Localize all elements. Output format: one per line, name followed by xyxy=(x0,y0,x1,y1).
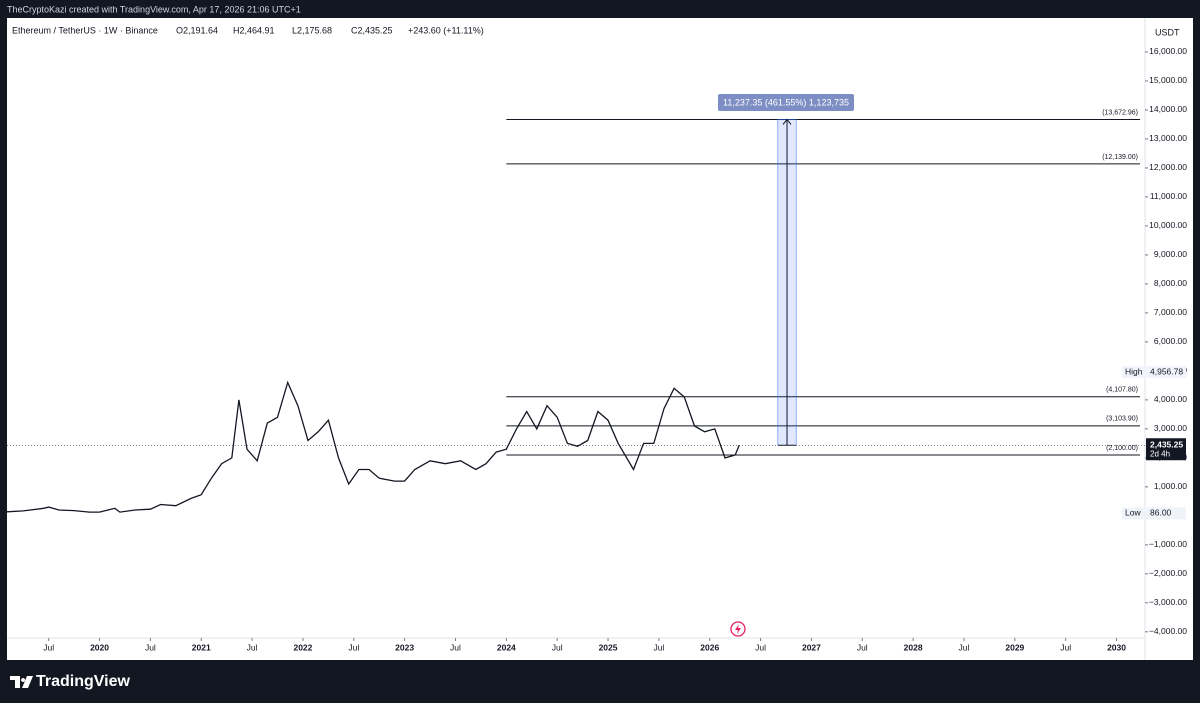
replay-bolt xyxy=(735,624,741,634)
x-tick-label: Jul xyxy=(348,642,359,652)
y-tick-label: 8,000.00 xyxy=(1154,278,1187,288)
x-tick-label: Jul xyxy=(43,642,54,652)
x-tick-label: 2024 xyxy=(497,642,516,652)
x-tick-label: Jul xyxy=(247,642,258,652)
x-tick-label: 2028 xyxy=(904,642,923,652)
chart-title: Ethereum / TetherUS · 1W · Binance xyxy=(12,25,158,35)
x-tick-label: Jul xyxy=(857,642,868,652)
y-tick-label: 9,000.00 xyxy=(1154,249,1187,259)
low-name: Low xyxy=(1125,508,1141,518)
x-tick-label: 2021 xyxy=(192,642,211,652)
credit: TheCryptoKazi created with TradingView.c… xyxy=(7,4,301,14)
y-tick-label: 7,000.00 xyxy=(1154,307,1187,317)
currency: USDT xyxy=(1155,27,1180,37)
level-label: (4,107.80) xyxy=(1106,387,1138,394)
x-tick-label: 2029 xyxy=(1005,642,1024,652)
y-tick-label: −2,000.00 xyxy=(1149,568,1187,578)
level-label: (13,672.96) xyxy=(1102,109,1138,116)
x-tick-label: Jul xyxy=(959,642,970,652)
x-tick-label: 2027 xyxy=(802,642,821,652)
x-tick-label: Jul xyxy=(552,642,563,652)
y-tick-label: 3,000.00 xyxy=(1154,423,1187,433)
ohlc-value: +243.60 (+11.11%) xyxy=(408,25,484,35)
y-tick-label: −3,000.00 xyxy=(1149,597,1187,607)
high-box xyxy=(1122,366,1186,379)
low-value: 86.00 xyxy=(1150,508,1172,518)
y-tick-label: −1,000.00 xyxy=(1149,539,1187,549)
last-price: 2,435.25 xyxy=(1150,439,1183,449)
x-tick-label: 2020 xyxy=(90,642,109,652)
measure-label: 11,237.35 (461.55%) 1,123,735 xyxy=(723,97,849,107)
measure-label-box xyxy=(718,94,854,111)
level-label: (3,103.90) xyxy=(1106,416,1138,423)
y-tick-label: 12,000.00 xyxy=(1149,162,1187,172)
logo-mark xyxy=(10,676,33,688)
y-tick-label: −4,000.00 xyxy=(1149,626,1187,636)
ohlc-value: H2,464.91 xyxy=(233,25,275,35)
x-tick-label: Jul xyxy=(145,642,156,652)
x-tick-label: Jul xyxy=(755,642,766,652)
x-tick-label: 2023 xyxy=(395,642,414,652)
last-price-box xyxy=(1146,438,1186,461)
replay-icon xyxy=(730,621,746,637)
high-name: High xyxy=(1125,366,1143,376)
y-tick-label: 4,000.00 xyxy=(1154,394,1187,404)
chart-area xyxy=(7,18,1193,660)
countdown: 2d 4h xyxy=(1150,449,1170,458)
y-tick-label: 13,000.00 xyxy=(1149,133,1187,143)
measure-arrowhead xyxy=(782,118,792,125)
ohlc-value: L2,175.68 xyxy=(292,25,332,35)
y-tick-label: 15,000.00 xyxy=(1149,75,1187,85)
high-value: 4,956.78 xyxy=(1150,366,1183,376)
x-tick-label: Jul xyxy=(1060,642,1071,652)
x-tick-label: Jul xyxy=(653,642,664,652)
x-tick-label: 2030 xyxy=(1107,642,1126,652)
y-tick-label: 11,000.00 xyxy=(1150,191,1187,201)
y-tick-label: 10,000.00 xyxy=(1149,220,1187,230)
y-tick-label: 14,000.00 xyxy=(1149,104,1187,114)
low-box xyxy=(1122,507,1186,520)
y-tick-label: 16,000.00 xyxy=(1149,46,1187,56)
level-label: (12,139.00) xyxy=(1102,154,1138,161)
brand-logo xyxy=(10,676,33,688)
x-tick-label: 2026 xyxy=(700,642,719,652)
x-tick-label: 2022 xyxy=(293,642,312,652)
x-tick-label: Jul xyxy=(450,642,461,652)
level-label: (2,100.00) xyxy=(1106,445,1138,452)
brand-name: TradingView xyxy=(36,673,131,690)
price-line xyxy=(6,380,740,513)
y-tick-label: 6,000.00 xyxy=(1154,336,1187,346)
ohlc-value: O2,191.64 xyxy=(176,25,218,35)
x-tick-label: 2025 xyxy=(599,642,618,652)
y-tick-label: 1,000.00 xyxy=(1154,481,1187,491)
ohlc-value: C2,435.25 xyxy=(351,25,393,35)
